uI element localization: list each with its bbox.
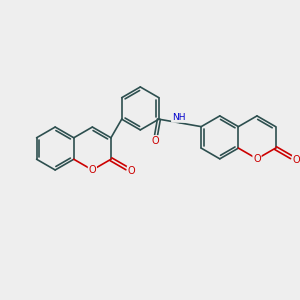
Text: O: O	[253, 154, 261, 164]
Text: O: O	[293, 155, 300, 165]
Text: O: O	[128, 166, 135, 176]
Text: O: O	[151, 136, 159, 146]
Text: O: O	[88, 165, 96, 175]
Text: NH: NH	[172, 113, 185, 122]
